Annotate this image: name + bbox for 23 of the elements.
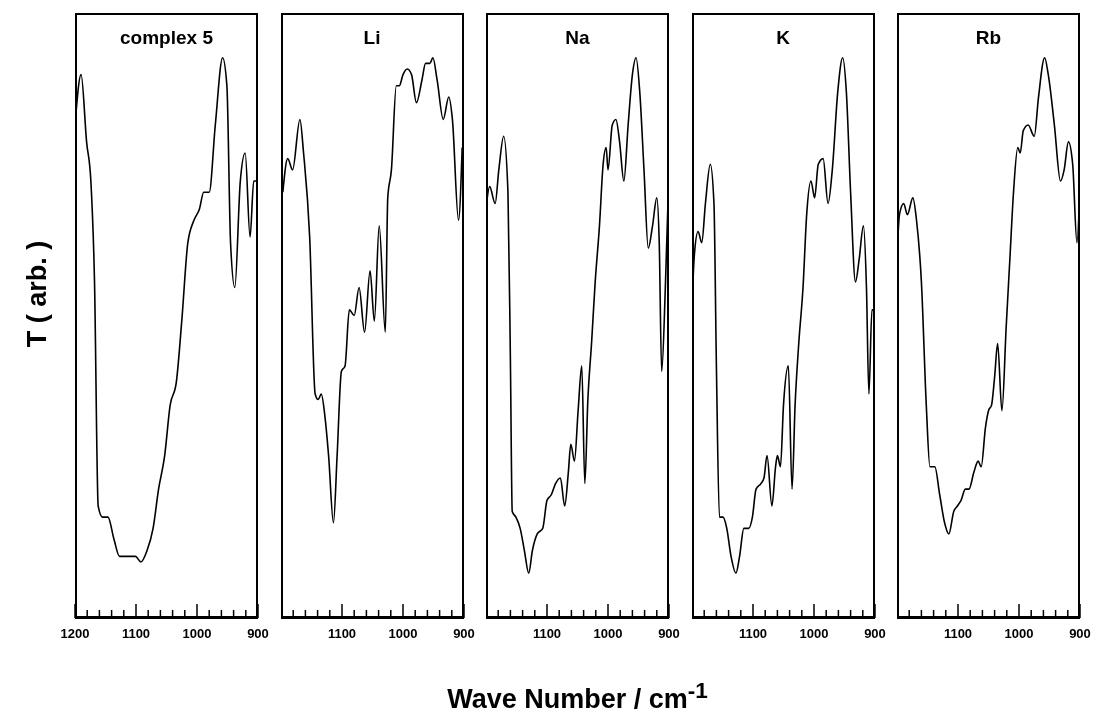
x-tick-label: 900: [863, 626, 886, 641]
chart-title: Rb: [974, 27, 1003, 49]
x-tick-label: 1000: [388, 626, 417, 641]
x-tick-label: 900: [1069, 626, 1091, 641]
x-tick-label: 900: [658, 626, 680, 641]
x-tick-label: 1000: [593, 626, 623, 641]
x-axis-title: Wave Number / cm$^{-1}$: [446, 678, 709, 715]
x-tick-label: 1100: [121, 626, 151, 641]
x-tick-label: 1100: [532, 626, 562, 641]
chart-title: Na: [564, 27, 591, 49]
chart-title: complex 5: [119, 27, 214, 49]
x-tick-label: 1200: [60, 626, 90, 641]
y-axis-title: T ( arb. ): [21, 240, 53, 348]
x-tick-label: 1100: [738, 626, 767, 641]
x-tick-label: 1000: [182, 626, 212, 641]
x-tick-label: 900: [247, 626, 269, 641]
x-tick-label: 900: [452, 626, 475, 641]
x-tick-label: 1100: [943, 626, 973, 641]
x-tick-label: 1100: [327, 626, 356, 641]
x-tick-label: 1000: [799, 626, 828, 641]
chart-title: K: [775, 27, 791, 49]
chart-title: Li: [362, 27, 382, 49]
x-tick-label: 1000: [1004, 626, 1034, 641]
